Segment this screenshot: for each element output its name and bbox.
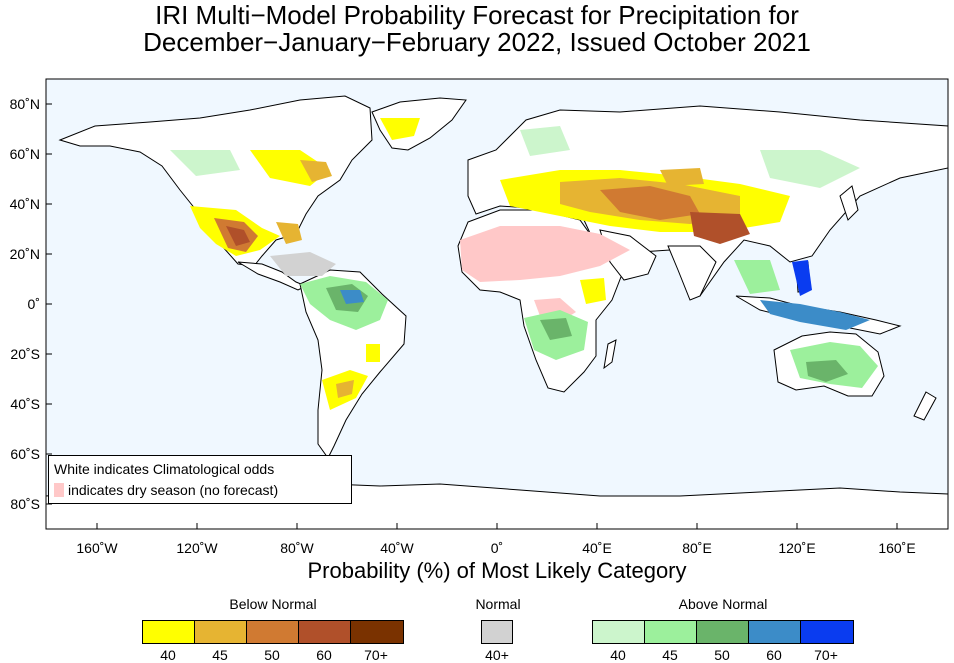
legend-above-normal-label-60: 60 bbox=[766, 647, 782, 663]
below-normal-east-africa bbox=[580, 278, 606, 304]
lat-tick-60n: 60˚N bbox=[9, 146, 40, 162]
legend-below-normal-label-60: 60 bbox=[316, 647, 332, 663]
legend-below-normal-swatch-40 bbox=[143, 621, 195, 643]
legend-normal-title: Normal bbox=[475, 596, 521, 612]
dry-season-region bbox=[460, 226, 630, 282]
legend-above-normal-swatch-50 bbox=[697, 621, 749, 643]
below-normal-central-asia bbox=[600, 186, 700, 220]
legend-below-normal-title: Below Normal bbox=[229, 596, 317, 612]
x-axis-title: Probability (%) of Most Likely Category bbox=[307, 558, 687, 583]
lat-tick-40s: 40˚S bbox=[10, 396, 40, 412]
below-normal-us-mexico-dark bbox=[226, 226, 250, 246]
above-normal-amazon bbox=[340, 290, 364, 304]
japan-landmass bbox=[839, 185, 859, 221]
legend-normal-bar bbox=[481, 620, 513, 644]
legend-below-normal-swatch-70plus bbox=[351, 621, 403, 643]
map-inset-note: White indicates Climatological odds indi… bbox=[48, 455, 352, 504]
lon-tick-120e: 120˚E bbox=[778, 540, 816, 556]
legend-above-normal-swatch-70plus bbox=[801, 621, 853, 643]
madagascar-landmass bbox=[603, 339, 617, 370]
chart-title-line-1: IRI Multi−Model Probability Forecast for… bbox=[155, 0, 799, 30]
legend-above-normal-label-40: 40 bbox=[610, 647, 626, 663]
legend-below-normal-bar bbox=[142, 620, 404, 644]
above-normal-east-asia bbox=[760, 150, 860, 188]
below-normal-canada-east bbox=[300, 160, 332, 182]
legend-above-normal-title: Above Normal bbox=[678, 596, 768, 612]
legend-above-normal-swatch-60 bbox=[749, 621, 801, 643]
lat-tick-20n: 20˚N bbox=[9, 246, 40, 262]
below-normal-tibet bbox=[690, 212, 750, 244]
lon-tick-80e: 80˚E bbox=[682, 540, 712, 556]
above-normal-scandinavia bbox=[520, 126, 570, 156]
below-normal-southeast-us bbox=[276, 222, 302, 244]
legend-above-normal-label-70: 70+ bbox=[814, 647, 838, 663]
lat-tick-80n: 80˚N bbox=[9, 96, 40, 112]
lon-tick-40e: 40˚E bbox=[582, 540, 612, 556]
legend-below-normal-swatch-60 bbox=[299, 621, 351, 643]
lat-tick-80s: 80˚S bbox=[10, 496, 40, 512]
lon-tick-80w: 80˚W bbox=[280, 540, 314, 556]
below-normal-siberia bbox=[660, 168, 704, 186]
above-normal-central-africa-mid bbox=[540, 318, 572, 340]
lon-tick-40w: 40˚W bbox=[380, 540, 414, 556]
legend-below-normal-label-45: 45 bbox=[212, 647, 228, 663]
lat-tick-20s: 20˚S bbox=[10, 346, 40, 362]
legend-below-normal-label-40: 40 bbox=[160, 647, 176, 663]
axis-ticks bbox=[46, 103, 898, 529]
forecast-shading bbox=[170, 118, 878, 410]
inset-dry-season-text: indicates dry season (no forecast) bbox=[68, 482, 279, 498]
legend-above-normal-label-50: 50 bbox=[714, 647, 730, 663]
above-normal-australia-mid bbox=[806, 360, 848, 382]
dry-season-swatch bbox=[54, 483, 64, 497]
lat-tick-40n: 40˚N bbox=[9, 196, 40, 212]
legend-normal-label-40: 40+ bbox=[485, 647, 509, 663]
above-normal-indonesia bbox=[760, 300, 870, 330]
legend-above-normal-swatch-45 bbox=[645, 621, 697, 643]
lon-tick-160w: 160˚W bbox=[76, 540, 118, 556]
legend-below-normal-label-50: 50 bbox=[264, 647, 280, 663]
legend-below-normal-label-70: 70+ bbox=[364, 647, 388, 663]
lon-tick-120w: 120˚W bbox=[176, 540, 218, 556]
legend-above-normal-swatch-40 bbox=[593, 621, 645, 643]
above-normal-indonesia-strong bbox=[792, 260, 812, 296]
new-zealand-landmass bbox=[913, 391, 937, 421]
legend-below-normal-swatch-45 bbox=[195, 621, 247, 643]
lon-tick-0: 0˚ bbox=[490, 540, 504, 556]
legend-normal-swatch-40plus bbox=[482, 621, 512, 643]
normal-caribbean bbox=[270, 252, 336, 276]
above-normal-north-canada bbox=[170, 150, 240, 176]
india-landmass bbox=[667, 245, 717, 301]
below-normal-greenland bbox=[380, 118, 420, 140]
lat-tick-60s: 60˚S bbox=[10, 446, 40, 462]
legend-above-normal-bar bbox=[592, 620, 854, 644]
inset-climatological-text: White indicates Climatological odds bbox=[54, 461, 275, 477]
above-normal-se-asia bbox=[734, 260, 780, 294]
lon-tick-160e: 160˚E bbox=[878, 540, 916, 556]
chart-title-line-2: December−January−February 2022, Issued O… bbox=[143, 27, 811, 57]
legend-below-normal-swatch-50 bbox=[247, 621, 299, 643]
legend-above-normal-label-45: 45 bbox=[662, 647, 678, 663]
lat-tick-0: 0˚ bbox=[27, 296, 40, 312]
below-normal-brazil-east bbox=[366, 344, 380, 362]
below-normal-argentina-tan bbox=[336, 380, 354, 398]
inset-dry-season-row: indicates dry season (no forecast) bbox=[54, 482, 278, 498]
